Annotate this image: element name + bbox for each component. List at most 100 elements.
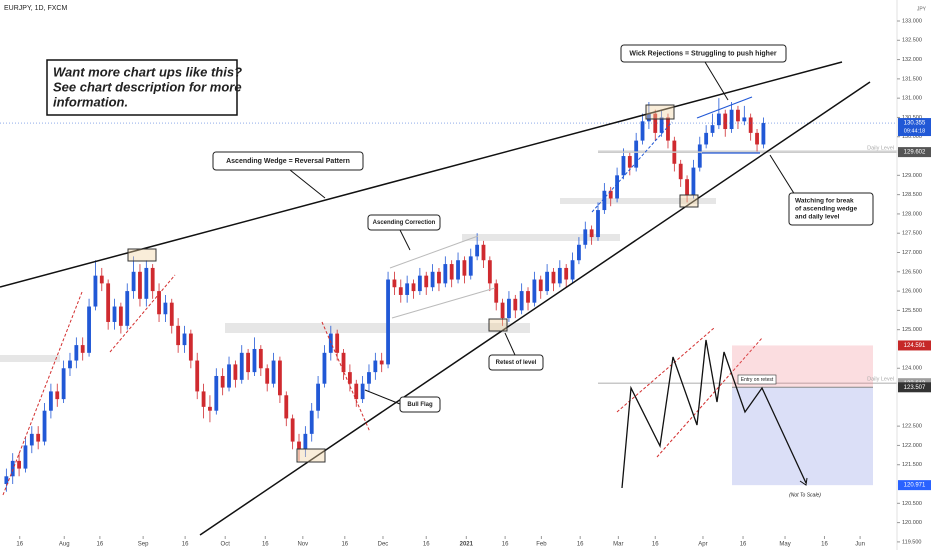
- y-tick-label: 131.500: [902, 76, 922, 82]
- candle-body: [538, 279, 543, 292]
- candle-body: [500, 302, 505, 319]
- highlight: [296, 448, 326, 463]
- candle-body: [239, 352, 244, 380]
- x-tick-label: 2021: [460, 542, 474, 548]
- candle-body: [697, 144, 702, 168]
- candle-body: [430, 271, 435, 288]
- y-tick-label: 130.000: [902, 134, 922, 140]
- candle-body: [526, 291, 530, 303]
- candle-body: [621, 156, 626, 176]
- candle-body: [118, 306, 123, 326]
- candle-body: [29, 433, 34, 446]
- candle-body: [61, 368, 66, 400]
- candle-body: [258, 348, 263, 369]
- candle-body: [456, 260, 460, 280]
- target-zone: [732, 387, 873, 486]
- price-tag-label: 130.355: [904, 121, 926, 127]
- note-box: [488, 354, 544, 371]
- pointer: [504, 332, 516, 356]
- candle-body: [627, 156, 632, 168]
- candle-body: [513, 298, 518, 311]
- y-tick-label: 122.000: [902, 443, 922, 449]
- pointer: [769, 154, 796, 196]
- highlight: [488, 318, 508, 332]
- candle-body: [316, 383, 320, 411]
- candle-body: [150, 267, 155, 292]
- candle-body: [188, 333, 193, 361]
- candle-body: [227, 364, 231, 388]
- y-tick-label: 130.500: [902, 115, 922, 121]
- candle-body: [596, 210, 600, 238]
- x-tick-label: 16: [423, 542, 430, 548]
- candle-body: [577, 244, 581, 261]
- pointer: [289, 169, 326, 199]
- drawings: [0, 61, 871, 536]
- candle-body: [99, 275, 104, 284]
- candle-body: [589, 229, 594, 238]
- y-tick-label: 128.000: [902, 211, 922, 217]
- candle-body: [271, 360, 276, 384]
- candle-body: [424, 275, 429, 288]
- x-tick-label: 16: [341, 542, 348, 548]
- y-tick-label: 128.500: [902, 192, 922, 198]
- candle-body: [570, 260, 575, 280]
- candle-body: [335, 333, 340, 353]
- y-tick-label: 121.500: [902, 462, 922, 468]
- zone: [225, 323, 530, 333]
- channel: [389, 235, 479, 269]
- candle-body: [462, 260, 467, 276]
- y-tick-label: 124.000: [902, 366, 922, 372]
- candle-body: [659, 117, 664, 133]
- x-tick-label: 16: [16, 542, 23, 548]
- price-tag: [898, 480, 931, 491]
- x-tick-label: Sep: [138, 542, 149, 548]
- x-tick-label: 16: [652, 542, 659, 548]
- candle-body: [182, 333, 187, 346]
- candle-body: [265, 368, 270, 384]
- candle-body: [443, 264, 448, 284]
- candle-body: [138, 271, 142, 299]
- candle-body: [80, 345, 85, 353]
- candle-body: [532, 279, 537, 303]
- x-tick-label: Apr: [698, 542, 707, 548]
- currency: JPY: [917, 6, 927, 12]
- x-tick-label: 16: [502, 542, 509, 548]
- callout: information.: [53, 94, 128, 109]
- callout: See chart description for more: [53, 79, 242, 94]
- note-box: [737, 374, 777, 385]
- candles: [0, 98, 897, 492]
- candle-body: [176, 325, 181, 346]
- candle-body: [417, 275, 422, 292]
- candle-body: [551, 271, 556, 284]
- note: Retest of level: [496, 360, 537, 366]
- candle-body: [233, 364, 238, 380]
- pointer: [364, 389, 401, 405]
- candle-body: [386, 279, 390, 365]
- candle-body: [354, 383, 359, 400]
- candle-body: [284, 395, 289, 419]
- price-tag-label: 129.602: [904, 150, 926, 156]
- candle-body: [646, 113, 651, 122]
- price-tag-label: 124.591: [904, 343, 926, 349]
- candle-body: [195, 360, 200, 392]
- candle-body: [564, 267, 569, 280]
- note: Entry on retest: [741, 377, 774, 383]
- candle-body: [4, 476, 9, 485]
- y-tick-label: 126.500: [902, 269, 922, 275]
- highlight: [127, 248, 157, 262]
- callout: Want more chart ups like this?: [53, 64, 242, 79]
- channel: [391, 287, 496, 319]
- channel: [591, 121, 673, 213]
- price-tag-label: 123.507: [904, 385, 926, 391]
- candle-body: [742, 117, 747, 122]
- candle-body: [691, 167, 696, 195]
- candle-body: [23, 445, 28, 469]
- note-box: [399, 396, 441, 413]
- highlight: [645, 104, 675, 120]
- candle-body: [634, 140, 639, 168]
- price-tag: [898, 340, 931, 351]
- candle-body: [519, 291, 524, 311]
- wick-line: [696, 96, 753, 119]
- candle-body: [87, 306, 91, 353]
- candle-body: [411, 283, 416, 292]
